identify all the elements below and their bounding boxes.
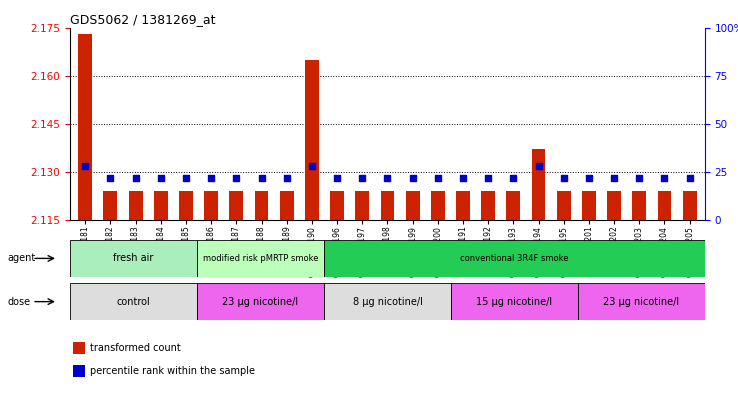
Point	[382, 174, 393, 181]
Point	[457, 174, 469, 181]
Point	[483, 174, 494, 181]
Bar	[197, 240, 324, 277]
Bar	[70, 240, 197, 277]
Bar	[154, 191, 168, 220]
Point	[407, 174, 418, 181]
Bar	[324, 240, 705, 277]
Bar	[197, 283, 324, 320]
Bar	[179, 191, 193, 220]
Point	[583, 174, 595, 181]
Point	[205, 174, 217, 181]
Point	[180, 174, 192, 181]
Point	[255, 174, 267, 181]
Bar	[406, 191, 420, 220]
Bar	[73, 342, 85, 354]
Bar	[324, 283, 451, 320]
Text: percentile rank within the sample: percentile rank within the sample	[91, 366, 255, 376]
Point	[331, 174, 343, 181]
Point	[306, 163, 318, 169]
Point	[558, 174, 570, 181]
Bar	[481, 191, 495, 220]
Bar	[381, 191, 394, 220]
Bar	[506, 191, 520, 220]
Text: transformed count: transformed count	[91, 343, 181, 353]
Point	[280, 174, 292, 181]
Bar	[255, 191, 269, 220]
Bar	[78, 34, 92, 220]
Point	[533, 163, 545, 169]
Bar	[456, 191, 470, 220]
Point	[356, 174, 368, 181]
Bar	[305, 60, 319, 220]
Bar	[204, 191, 218, 220]
Point	[684, 174, 696, 181]
Bar	[431, 191, 445, 220]
Text: 23 μg nicotine/l: 23 μg nicotine/l	[603, 297, 680, 307]
Bar	[582, 191, 596, 220]
Point	[105, 174, 117, 181]
Point	[633, 174, 645, 181]
Point	[230, 174, 242, 181]
Point	[508, 174, 520, 181]
Text: conventional 3R4F smoke: conventional 3R4F smoke	[460, 254, 569, 263]
Point	[130, 174, 142, 181]
Text: 15 μg nicotine/l: 15 μg nicotine/l	[476, 297, 553, 307]
Text: control: control	[117, 297, 151, 307]
Point	[608, 174, 620, 181]
Bar	[557, 191, 570, 220]
Text: dose: dose	[7, 297, 30, 307]
Point	[155, 174, 167, 181]
Text: agent: agent	[7, 253, 35, 263]
Bar	[70, 283, 197, 320]
Text: modified risk pMRTP smoke: modified risk pMRTP smoke	[203, 254, 318, 263]
Bar	[103, 191, 117, 220]
Bar	[73, 365, 85, 377]
Bar	[451, 283, 578, 320]
Bar	[355, 191, 369, 220]
Bar	[578, 283, 705, 320]
Bar	[683, 191, 697, 220]
Bar	[607, 191, 621, 220]
Point	[432, 174, 444, 181]
Text: 8 μg nicotine/l: 8 μg nicotine/l	[353, 297, 422, 307]
Bar	[658, 191, 672, 220]
Bar	[632, 191, 646, 220]
Bar	[280, 191, 294, 220]
Point	[79, 163, 91, 169]
Text: fresh air: fresh air	[114, 253, 154, 263]
Bar	[531, 149, 545, 220]
Bar	[128, 191, 142, 220]
Point	[658, 174, 670, 181]
Text: GDS5062 / 1381269_at: GDS5062 / 1381269_at	[70, 13, 215, 26]
Bar	[330, 191, 344, 220]
Bar	[230, 191, 244, 220]
Text: 23 μg nicotine/l: 23 μg nicotine/l	[222, 297, 299, 307]
